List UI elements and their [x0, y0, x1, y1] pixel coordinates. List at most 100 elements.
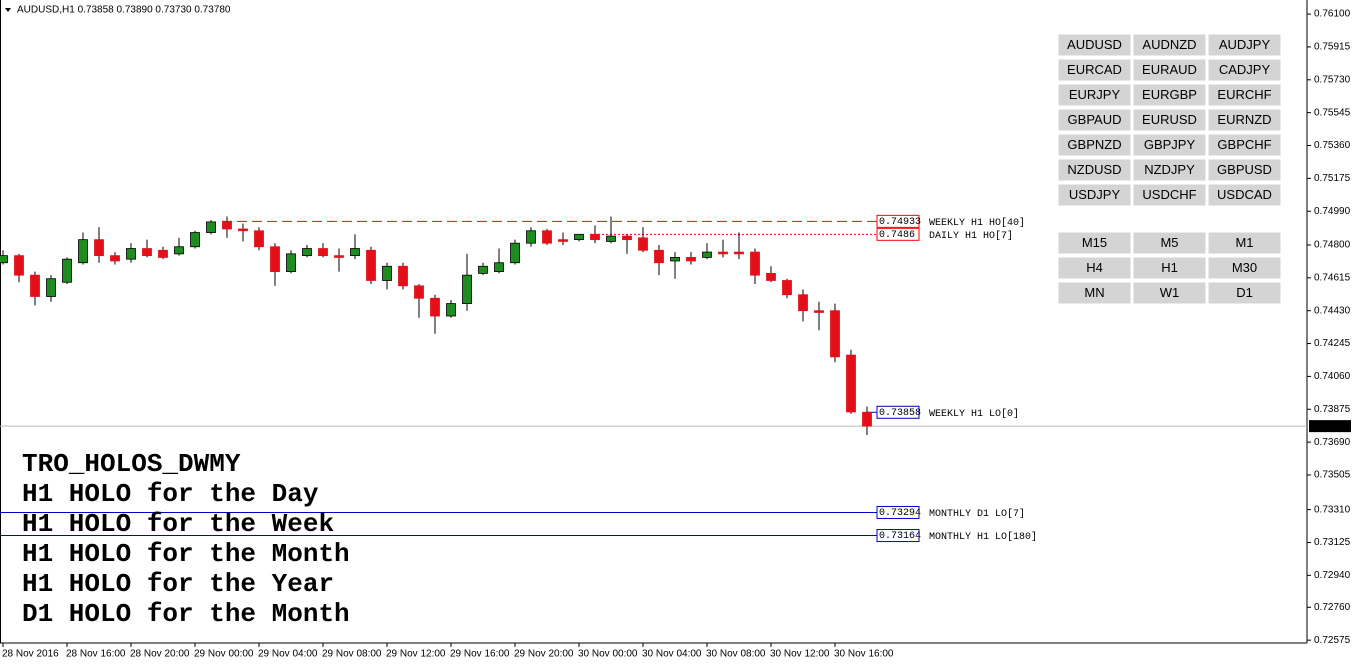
button[interactable] [1132, 83, 1207, 107]
symbol-button[interactable]: GBPNZD [1067, 137, 1121, 152]
x-tick-label: 28 Nov 20:00 [130, 649, 190, 660]
button[interactable] [1057, 33, 1132, 57]
button[interactable] [1132, 58, 1207, 82]
symbol-button[interactable]: GBPCHF [1217, 137, 1271, 152]
timeframe-button[interactable]: W1 [1160, 285, 1180, 300]
timeframe-button[interactable]: D1 [1236, 285, 1253, 300]
button[interactable] [1132, 256, 1207, 280]
symbol-button[interactable]: EURUSD [1142, 112, 1197, 127]
button[interactable] [1057, 133, 1132, 157]
indicator-line: H1 HOLO for the Day [22, 479, 319, 509]
symbol-button[interactable]: NZDJPY [1144, 162, 1195, 177]
button[interactable] [1207, 58, 1282, 82]
button[interactable] [1057, 108, 1132, 132]
timeframe-button[interactable]: H4 [1086, 260, 1103, 275]
candle-body [846, 354, 856, 413]
button[interactable] [1207, 133, 1282, 157]
button[interactable] [1132, 133, 1207, 157]
y-tick-label: 0.75915 [1314, 42, 1351, 53]
indicator-line: H1 HOLO for the Month [22, 539, 350, 569]
button[interactable] [1207, 108, 1282, 132]
timeframe-button[interactable]: M30 [1232, 260, 1257, 275]
level-price-box [876, 405, 920, 419]
symbol-button[interactable]: AUDUSD [1067, 37, 1122, 52]
symbol-button[interactable]: GBPUSD [1217, 162, 1272, 177]
candle-body [142, 248, 152, 257]
candle-body [862, 411, 872, 427]
timeframe-button[interactable]: M1 [1235, 235, 1253, 250]
button[interactable] [1207, 83, 1282, 107]
y-tick-label: 0.75730 [1314, 74, 1351, 85]
candle-body [510, 242, 520, 264]
candle-body [46, 278, 56, 297]
candle-body [718, 251, 728, 255]
symbol-button[interactable]: USDJPY [1069, 187, 1121, 202]
button[interactable] [1132, 108, 1207, 132]
button[interactable] [1057, 58, 1132, 82]
candle-body [382, 265, 392, 281]
timeframe-button[interactable]: MN [1084, 285, 1104, 300]
symbol-button[interactable]: GBPAUD [1068, 112, 1122, 127]
menu-arrow[interactable] [5, 8, 11, 12]
button[interactable] [1057, 231, 1132, 255]
button[interactable] [1207, 158, 1282, 182]
y-tick-label: 0.74430 [1314, 305, 1351, 316]
candle-body [798, 294, 808, 312]
button[interactable] [1132, 183, 1207, 207]
candle-body [254, 230, 264, 248]
level-name: WEEKLY H1 LO[0] [929, 408, 1019, 420]
candle-body [702, 251, 712, 258]
level-price: 0.73294 [879, 508, 921, 519]
indicator-line: H1 HOLO for the Year [22, 569, 334, 599]
symbol-button[interactable]: EURCHF [1217, 87, 1271, 102]
candle-body [62, 258, 72, 283]
current-price-label: 0.73780 [1313, 421, 1350, 432]
symbol-button[interactable]: AUDNZD [1142, 37, 1196, 52]
symbol-button[interactable]: EURNZD [1217, 112, 1271, 127]
symbol-button[interactable]: EURJPY [1069, 87, 1121, 102]
button[interactable] [1207, 256, 1282, 280]
button[interactable] [1057, 281, 1132, 305]
symbol-button[interactable]: AUDJPY [1219, 37, 1271, 52]
chart-header: AUDUSD,H1 0.73858 0.73890 0.73730 0.7378… [17, 5, 231, 16]
symbol-button[interactable]: CADJPY [1219, 62, 1271, 77]
button[interactable] [1207, 231, 1282, 255]
symbol-button[interactable]: EURAUD [1142, 62, 1197, 77]
x-tick-label: 30 Nov 08:00 [706, 649, 766, 660]
symbol-button[interactable]: EURCAD [1067, 62, 1122, 77]
symbol-button[interactable]: USDCHF [1142, 187, 1196, 202]
symbol-button[interactable]: USDCAD [1217, 187, 1272, 202]
candle-body [366, 249, 376, 281]
candle-body [430, 297, 440, 317]
button[interactable] [1207, 33, 1282, 57]
button[interactable] [1057, 83, 1132, 107]
candle-body [318, 248, 328, 257]
button[interactable] [1057, 256, 1132, 280]
symbol-button[interactable]: NZDUSD [1067, 162, 1121, 177]
button[interactable] [1132, 281, 1207, 305]
y-tick-label: 0.73875 [1314, 404, 1351, 415]
level-name: DAILY H1 HO[7] [929, 230, 1013, 242]
y-tick-label: 0.75545 [1314, 107, 1351, 118]
symbol-button[interactable]: EURGBP [1142, 87, 1197, 102]
timeframe-button[interactable]: M5 [1160, 235, 1178, 250]
level-price: 0.74933 [879, 217, 921, 228]
candle-body [78, 239, 88, 264]
button[interactable] [1132, 158, 1207, 182]
button[interactable] [1207, 281, 1282, 305]
level-name: WEEKLY H1 HO[40] [929, 217, 1025, 229]
button[interactable] [1057, 158, 1132, 182]
candle-body [334, 255, 344, 258]
candle-body [766, 272, 776, 281]
button[interactable] [1132, 33, 1207, 57]
timeframe-button[interactable]: M15 [1082, 235, 1107, 250]
button[interactable] [1132, 231, 1207, 255]
candle-body [30, 274, 40, 297]
button[interactable] [1057, 183, 1132, 207]
candle-body [814, 310, 824, 313]
timeframe-button[interactable]: H1 [1161, 260, 1178, 275]
y-tick-label: 0.76100 [1314, 9, 1351, 20]
button[interactable] [1207, 183, 1282, 207]
symbol-button[interactable]: GBPJPY [1144, 137, 1196, 152]
